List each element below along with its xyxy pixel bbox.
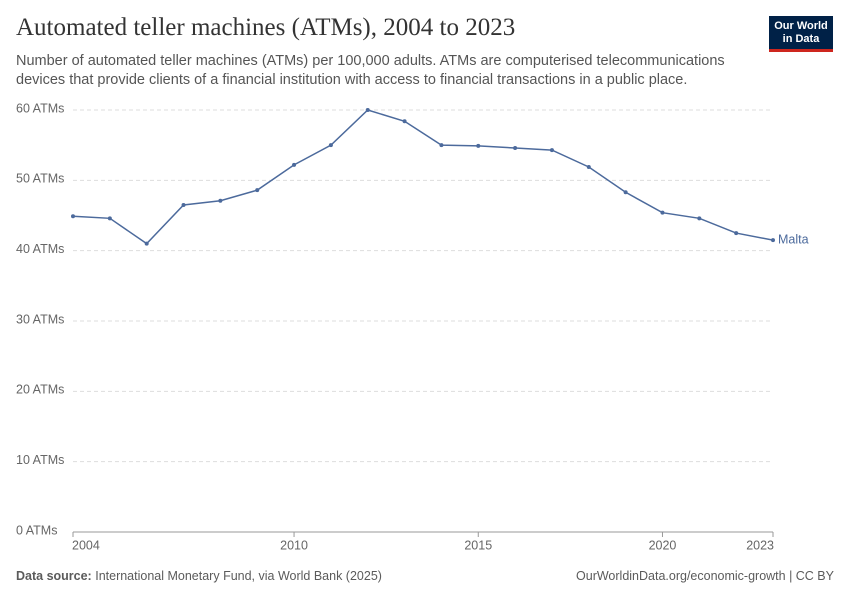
- point: [255, 188, 260, 193]
- y-tick-label: 20 ATMs: [16, 383, 64, 397]
- x-tick-label: 2010: [280, 538, 308, 552]
- point: [365, 108, 370, 112]
- chart: 0 ATMs 10 ATMs 20 ATMs 30 ATMs 40 ATMs 50 ATM…: [16, 101, 809, 552]
- series-line: [72, 109, 774, 245]
- y-tick-label: 50 ATMs: [16, 172, 64, 186]
- point: [660, 210, 665, 215]
- point: [476, 143, 481, 148]
- point: [71, 214, 75, 219]
- point: [107, 216, 112, 221]
- x-tick-label: 2020: [649, 538, 677, 552]
- point: [439, 143, 444, 148]
- point: [144, 241, 149, 246]
- series-label: Malta: [778, 232, 809, 246]
- chart-subtitle: Number of automated teller machines (ATM…: [16, 53, 725, 88]
- source-text: International Monetary Fund, via World B…: [95, 569, 382, 583]
- y-tick-label: 40 ATMs: [16, 242, 64, 256]
- y-tick-label: 60 ATMs: [16, 101, 64, 115]
- point: [623, 190, 628, 195]
- logo[interactable]: Our World in Data: [769, 16, 833, 52]
- point: [218, 198, 223, 203]
- point: [402, 119, 407, 124]
- point: [771, 238, 775, 243]
- point: [292, 162, 297, 167]
- point: [328, 143, 333, 148]
- point: [734, 231, 739, 236]
- y-tick-label: 10 ATMs: [16, 453, 64, 467]
- y-tick-label: 30 ATMs: [16, 312, 64, 326]
- source: Data source: International Monetary Fund…: [16, 569, 382, 583]
- footer-link[interactable]: OurWorldinData.org/economic-growth | CC …: [576, 569, 834, 583]
- point: [549, 148, 554, 153]
- logo-line: in Data: [782, 32, 820, 45]
- point: [586, 164, 591, 169]
- point: [513, 145, 518, 150]
- chart-title: Automated teller machines (ATMs), 2004 t…: [16, 14, 516, 41]
- x-tick-label: 2023: [746, 538, 774, 552]
- y-tick-label: 0 ATMs: [16, 523, 57, 537]
- point: [181, 202, 186, 207]
- x-tick-label: 2004: [72, 538, 100, 552]
- source-label: Data source:: [16, 569, 92, 583]
- logo-line: Our World: [774, 20, 828, 32]
- point: [697, 216, 702, 221]
- x-tick-label: 2015: [464, 538, 492, 552]
